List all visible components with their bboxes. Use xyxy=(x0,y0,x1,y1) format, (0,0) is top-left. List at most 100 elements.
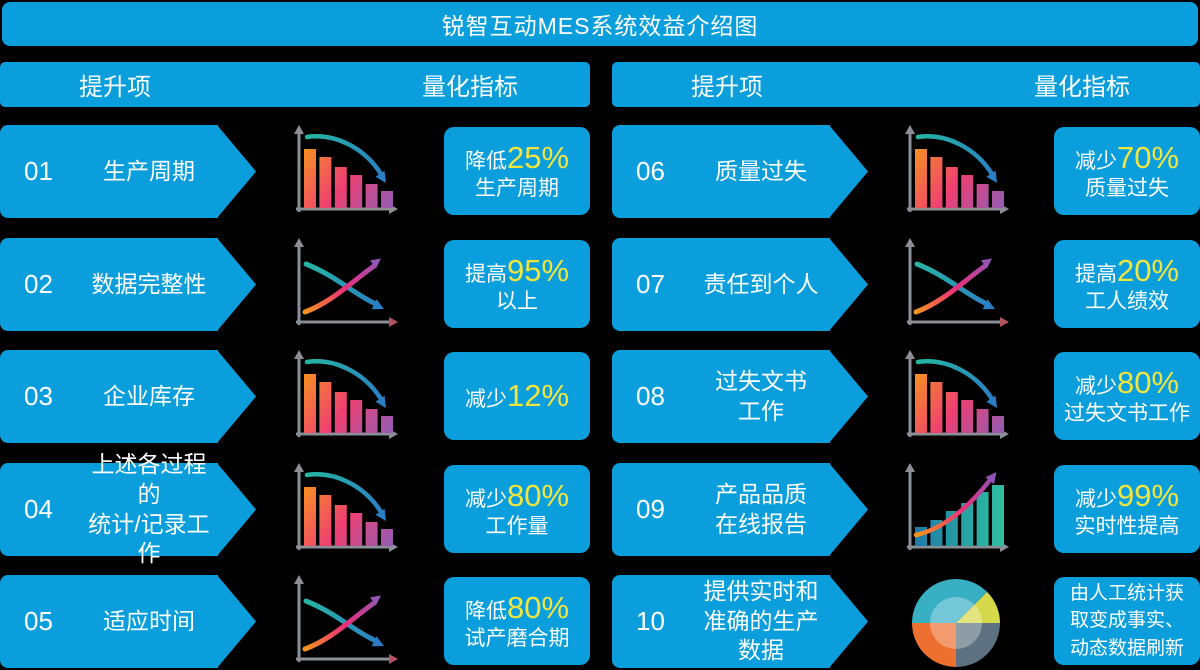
metric-suffix: 试产磨合期 xyxy=(464,627,570,651)
benefit-row: 01 生产周期 降低 25% 生产周期 xyxy=(0,125,590,218)
item-label: 提供实时和 准确的生产数据 xyxy=(703,577,819,664)
metric-suffix: 由人工统计获 取变成事实、 动态数据刷新 xyxy=(1069,582,1184,659)
metric-box: 提高 95% 以上 xyxy=(444,240,590,328)
lines-cross-chart-icon xyxy=(292,575,398,670)
metric-box: 提高 20% 工人绩效 xyxy=(1054,240,1200,328)
item-arrow: 09 产品品质 在线报告 xyxy=(612,463,830,556)
metric-prefix: 降低 xyxy=(464,599,507,623)
metric-suffix: 以上 xyxy=(496,290,538,314)
arrow-tip xyxy=(829,125,868,218)
item-label: 过失文书 工作 xyxy=(715,367,807,424)
metric-box: 减少 80% 过失文书工作 xyxy=(1054,352,1200,440)
item-label: 上述各过程的 统计/记录工作 xyxy=(88,450,210,567)
metric-value: 99% xyxy=(1116,477,1180,513)
item-number: 05 xyxy=(24,606,53,636)
item-number: 06 xyxy=(636,156,665,186)
lines-cross-chart-icon xyxy=(903,238,1009,334)
column-header-bar-left: 提升项 量化指标 xyxy=(0,62,590,107)
bars-down-chart-icon xyxy=(903,350,1009,446)
metric-headline: 减少 80% xyxy=(465,478,569,514)
metric-value: 80% xyxy=(506,589,570,625)
metric-value: 80% xyxy=(1116,364,1180,400)
benefit-row: 08 过失文书 工作 减少 80% 过失文书工作 xyxy=(612,350,1200,443)
item-number: 02 xyxy=(24,269,53,299)
metric-prefix: 提高 xyxy=(464,262,507,286)
item-label: 产品品质 在线报告 xyxy=(715,480,807,537)
item-arrow: 04 上述各过程的 统计/记录工作 xyxy=(0,451,218,566)
item-label: 质量过失 xyxy=(715,157,807,184)
arrow-tip xyxy=(829,575,868,668)
pie-chart-icon xyxy=(903,575,1009,670)
metric-value: 70% xyxy=(1116,139,1180,175)
metric-prefix: 减少 xyxy=(464,388,507,412)
metric-suffix: 工作量 xyxy=(485,515,549,539)
benefit-row: 10 提供实时和 准确的生产数据 由人工统计获 取变成事实、 动态数据刷新 xyxy=(612,575,1200,668)
arrow-tip xyxy=(829,350,868,443)
metric-headline: 降低 80% xyxy=(465,590,569,626)
bars-down-chart-icon xyxy=(292,125,398,221)
benefit-row: 05 适应时间 降低 80% 试产磨合期 xyxy=(0,575,590,668)
metric-box: 降低 25% 生产周期 xyxy=(444,127,590,215)
item-arrow: 10 提供实时和 准确的生产数据 xyxy=(612,575,830,668)
metric-suffix: 质量过失 xyxy=(1085,177,1169,201)
metric-box: 降低 80% 试产磨合期 xyxy=(444,577,590,665)
item-number: 10 xyxy=(636,606,665,636)
metric-box: 减少 99% 实时性提高 xyxy=(1054,465,1200,553)
item-label: 数据完整性 xyxy=(91,270,207,297)
metric-prefix: 减少 xyxy=(1074,374,1117,398)
bars-down-chart-icon xyxy=(292,350,398,446)
benefit-row: 03 企业库存 减少 12% xyxy=(0,350,590,443)
metric-headline: 减少 70% xyxy=(1075,140,1179,176)
item-number: 01 xyxy=(24,156,53,186)
metric-prefix: 减少 xyxy=(1074,149,1117,173)
metric-value: 20% xyxy=(1116,252,1180,288)
metric-box: 减少 80% 工作量 xyxy=(444,465,590,553)
header-metric-label: 量化指标 xyxy=(1034,74,1130,101)
benefit-row: 09 产品品质 在线报告 减少 99% 实时性提高 xyxy=(612,463,1200,556)
header-item-label: 提升项 xyxy=(691,74,763,101)
item-label: 适应时间 xyxy=(103,607,195,634)
metric-prefix: 降低 xyxy=(464,149,507,173)
header-metric-label: 量化指标 xyxy=(422,74,518,101)
column-header-bar-right: 提升项 量化指标 xyxy=(612,62,1200,107)
arrow-tip xyxy=(829,238,868,331)
bars-up-chart-icon xyxy=(903,463,1009,559)
metric-value: 80% xyxy=(506,477,570,513)
item-number: 08 xyxy=(636,381,665,411)
item-number: 07 xyxy=(636,269,665,299)
metric-suffix: 过失文书工作 xyxy=(1064,402,1190,426)
metric-box: 减少 70% 质量过失 xyxy=(1054,127,1200,215)
title-banner: 锐智互动MES系统效益介绍图 xyxy=(2,2,1198,46)
metric-suffix: 工人绩效 xyxy=(1085,290,1169,314)
item-number: 03 xyxy=(24,381,53,411)
arrow-tip xyxy=(217,575,256,668)
item-arrow: 01 生产周期 xyxy=(0,125,218,218)
item-number: 09 xyxy=(636,494,665,524)
lines-cross-chart-icon xyxy=(292,238,398,334)
metric-prefix: 减少 xyxy=(464,487,507,511)
metric-prefix: 提高 xyxy=(1074,262,1117,286)
item-arrow: 07 责任到个人 xyxy=(612,238,830,331)
benefit-row: 02 数据完整性 提高 95% 以上 xyxy=(0,238,590,331)
metric-suffix: 生产周期 xyxy=(475,177,559,201)
bars-down-chart-icon xyxy=(292,463,398,559)
arrow-tip xyxy=(829,463,868,556)
metric-headline: 提高 20% xyxy=(1075,253,1179,289)
metric-suffix: 实时性提高 xyxy=(1074,515,1180,539)
arrow-tip xyxy=(217,350,256,443)
benefit-row: 06 质量过失 减少 70% 质量过失 xyxy=(612,125,1200,218)
item-label: 责任到个人 xyxy=(703,270,819,297)
item-arrow: 03 企业库存 xyxy=(0,350,218,443)
metric-value: 95% xyxy=(506,252,570,288)
item-label: 企业库存 xyxy=(103,382,195,409)
metric-box: 减少 12% xyxy=(444,352,590,440)
item-arrow: 08 过失文书 工作 xyxy=(612,350,830,443)
metric-headline: 提高 95% xyxy=(465,253,569,289)
item-number: 04 xyxy=(24,494,53,524)
metric-value: 12% xyxy=(506,378,570,414)
item-label: 生产周期 xyxy=(103,157,195,184)
metric-headline: 减少 12% xyxy=(465,378,569,414)
arrow-tip xyxy=(217,238,256,331)
metric-box: 由人工统计获 取变成事实、 动态数据刷新 xyxy=(1054,577,1200,665)
